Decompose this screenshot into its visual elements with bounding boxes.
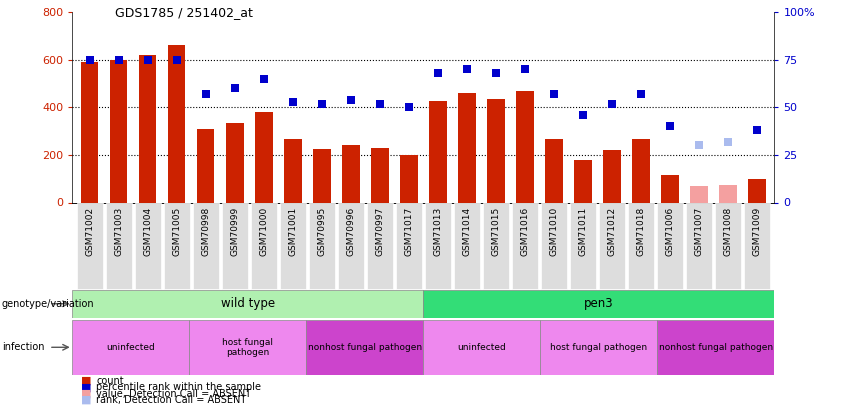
Bar bbox=[690, 186, 708, 202]
Text: percentile rank within the sample: percentile rank within the sample bbox=[96, 382, 261, 392]
FancyBboxPatch shape bbox=[686, 203, 712, 289]
Text: GSM70997: GSM70997 bbox=[375, 207, 385, 256]
FancyBboxPatch shape bbox=[192, 203, 219, 289]
FancyBboxPatch shape bbox=[367, 203, 393, 289]
Bar bbox=[540, 320, 657, 375]
Bar bbox=[429, 101, 447, 202]
FancyBboxPatch shape bbox=[744, 203, 770, 289]
Text: GSM71009: GSM71009 bbox=[752, 207, 762, 256]
FancyBboxPatch shape bbox=[309, 203, 335, 289]
Bar bbox=[517, 91, 534, 202]
Bar bbox=[342, 145, 359, 202]
Bar bbox=[255, 112, 272, 202]
Text: nonhost fungal pathogen: nonhost fungal pathogen bbox=[308, 343, 422, 352]
Bar bbox=[487, 99, 505, 202]
Text: GSM71011: GSM71011 bbox=[579, 207, 587, 256]
FancyBboxPatch shape bbox=[396, 203, 422, 289]
Text: ■: ■ bbox=[81, 395, 91, 405]
Text: count: count bbox=[96, 376, 123, 386]
Bar bbox=[226, 123, 243, 202]
Text: GSM71014: GSM71014 bbox=[462, 207, 471, 256]
Text: GSM71001: GSM71001 bbox=[288, 207, 297, 256]
FancyBboxPatch shape bbox=[106, 203, 132, 289]
Bar bbox=[545, 139, 563, 202]
Bar bbox=[371, 148, 389, 202]
Text: infection: infection bbox=[2, 342, 44, 352]
Text: GSM71016: GSM71016 bbox=[521, 207, 529, 256]
Bar bbox=[81, 62, 99, 202]
Text: uninfected: uninfected bbox=[106, 343, 155, 352]
Text: pen3: pen3 bbox=[584, 297, 614, 310]
FancyBboxPatch shape bbox=[483, 203, 509, 289]
Bar bbox=[574, 160, 591, 202]
Text: GSM70995: GSM70995 bbox=[317, 207, 326, 256]
Bar bbox=[661, 175, 679, 202]
FancyBboxPatch shape bbox=[222, 203, 248, 289]
FancyBboxPatch shape bbox=[454, 203, 480, 289]
FancyBboxPatch shape bbox=[570, 203, 596, 289]
Text: GSM71013: GSM71013 bbox=[433, 207, 443, 256]
Bar bbox=[400, 155, 418, 202]
Bar bbox=[168, 45, 186, 202]
Text: GSM70996: GSM70996 bbox=[346, 207, 356, 256]
FancyBboxPatch shape bbox=[541, 203, 567, 289]
Bar bbox=[719, 185, 737, 202]
Bar bbox=[603, 150, 620, 202]
Bar bbox=[72, 320, 190, 375]
FancyBboxPatch shape bbox=[511, 203, 538, 289]
Bar bbox=[424, 320, 540, 375]
Bar bbox=[284, 139, 301, 202]
Text: GDS1785 / 251402_at: GDS1785 / 251402_at bbox=[115, 6, 253, 19]
Text: nonhost fungal pathogen: nonhost fungal pathogen bbox=[659, 343, 773, 352]
FancyBboxPatch shape bbox=[599, 203, 625, 289]
Bar bbox=[657, 320, 774, 375]
FancyBboxPatch shape bbox=[425, 203, 451, 289]
Bar bbox=[110, 60, 128, 202]
Text: GSM71000: GSM71000 bbox=[260, 207, 268, 256]
Bar bbox=[190, 320, 306, 375]
Text: GSM71010: GSM71010 bbox=[550, 207, 558, 256]
FancyBboxPatch shape bbox=[628, 203, 654, 289]
Bar bbox=[748, 179, 766, 202]
FancyBboxPatch shape bbox=[280, 203, 306, 289]
Bar bbox=[458, 93, 476, 202]
FancyBboxPatch shape bbox=[715, 203, 741, 289]
Text: GSM71018: GSM71018 bbox=[637, 207, 645, 256]
Text: ■: ■ bbox=[81, 382, 91, 392]
Text: GSM70998: GSM70998 bbox=[202, 207, 210, 256]
Text: GSM70999: GSM70999 bbox=[231, 207, 239, 256]
Text: GSM71002: GSM71002 bbox=[85, 207, 94, 256]
FancyBboxPatch shape bbox=[77, 203, 103, 289]
Text: host fungal
pathogen: host fungal pathogen bbox=[222, 338, 273, 357]
Bar bbox=[139, 55, 157, 202]
FancyBboxPatch shape bbox=[338, 203, 364, 289]
Text: GSM71003: GSM71003 bbox=[114, 207, 123, 256]
Text: GSM71008: GSM71008 bbox=[723, 207, 733, 256]
Text: wild type: wild type bbox=[220, 297, 275, 310]
Text: GSM71007: GSM71007 bbox=[694, 207, 704, 256]
Text: GSM71012: GSM71012 bbox=[608, 207, 616, 256]
Bar bbox=[72, 290, 424, 318]
Text: value, Detection Call = ABSENT: value, Detection Call = ABSENT bbox=[96, 389, 251, 399]
Text: ■: ■ bbox=[81, 376, 91, 386]
Text: uninfected: uninfected bbox=[458, 343, 506, 352]
Text: GSM71004: GSM71004 bbox=[143, 207, 152, 256]
Bar bbox=[306, 320, 424, 375]
Text: GSM71017: GSM71017 bbox=[404, 207, 414, 256]
Text: GSM71015: GSM71015 bbox=[491, 207, 500, 256]
FancyBboxPatch shape bbox=[251, 203, 277, 289]
FancyBboxPatch shape bbox=[134, 203, 161, 289]
Text: GSM71005: GSM71005 bbox=[172, 207, 181, 256]
Text: GSM71006: GSM71006 bbox=[665, 207, 675, 256]
Text: rank, Detection Call = ABSENT: rank, Detection Call = ABSENT bbox=[96, 395, 247, 405]
Bar bbox=[197, 129, 214, 202]
Bar bbox=[313, 149, 330, 202]
Text: genotype/variation: genotype/variation bbox=[2, 299, 94, 309]
Text: ■: ■ bbox=[81, 389, 91, 399]
Bar bbox=[424, 290, 774, 318]
FancyBboxPatch shape bbox=[163, 203, 190, 289]
Text: host fungal pathogen: host fungal pathogen bbox=[551, 343, 648, 352]
FancyBboxPatch shape bbox=[657, 203, 683, 289]
Bar bbox=[632, 139, 649, 202]
